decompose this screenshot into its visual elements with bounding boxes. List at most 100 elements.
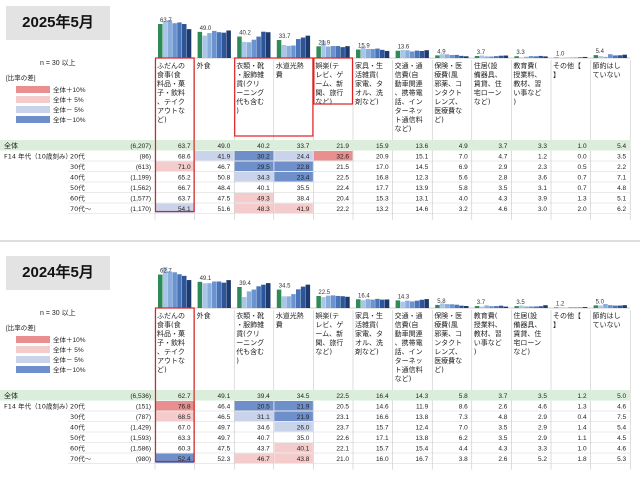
legend-swatch <box>16 345 50 353</box>
data-label: 3.7 <box>477 50 486 56</box>
cell-value: 4.7 <box>498 154 507 161</box>
bar <box>479 55 485 58</box>
cell-value: 49.7 <box>218 435 231 442</box>
bar <box>177 22 182 58</box>
cell-value: 43.8 <box>297 456 310 463</box>
bar <box>528 306 534 308</box>
cell-value: 51.6 <box>218 206 231 213</box>
row-n: (1,586) <box>130 446 151 453</box>
bar <box>167 271 173 308</box>
bar <box>608 54 613 58</box>
row-label: 70代～ <box>70 454 92 463</box>
bar <box>598 305 603 308</box>
cell-highlight <box>155 411 195 421</box>
bar <box>593 305 599 308</box>
cell-value: 63.3 <box>178 435 191 442</box>
bar <box>454 304 459 308</box>
cell-highlight <box>274 161 313 171</box>
bar <box>489 56 494 58</box>
cell-value: 1.4 <box>578 425 587 432</box>
cell-value: 8.6 <box>459 404 468 411</box>
column-label: 交通・通信費(自動車関連、携帯電話、インターネット通信料など) <box>395 311 423 383</box>
bar <box>384 299 390 308</box>
cell-value: 23.7 <box>336 425 349 432</box>
cell-value: 24.4 <box>297 154 310 161</box>
bar <box>424 50 429 58</box>
legend-item: 全体＋ 5% <box>6 344 126 354</box>
bar <box>617 55 623 58</box>
column-label: 教育費(授業料、教材、習い事など) <box>513 61 541 106</box>
cell-value: 3.6 <box>538 175 547 182</box>
panel-2024: 2024年5月 n = 30 以上 [比率の差] 全体＋10% 全体＋ 5% 全… <box>0 250 640 481</box>
legend-swatch <box>16 365 50 373</box>
cell-value: 2.6 <box>498 404 507 411</box>
column-label: 家具・生活雑貨(家電、タオル、洗剤など) <box>355 61 383 106</box>
cell-value: 49.7 <box>218 425 231 432</box>
bar <box>435 55 440 58</box>
cell-value: 5.2 <box>538 456 547 463</box>
legend: [比率の差] 全体＋10% 全体＋ 5% 全体－ 5% 全体－10% <box>6 72 126 124</box>
cell-value: 46.7 <box>218 164 231 171</box>
cell-highlight <box>274 151 313 161</box>
cell-value: 20.5 <box>257 404 270 411</box>
legend-item: 全体－10% <box>6 114 126 124</box>
cell-value: 7.1 <box>617 175 626 182</box>
row-label: 20代 <box>70 152 85 161</box>
row-n: (1,577) <box>130 196 151 203</box>
bar <box>440 54 445 58</box>
cell-value: 1.3 <box>578 196 587 203</box>
cell-value: 4.6 <box>617 446 626 453</box>
cell-value: 40.2 <box>257 143 270 150</box>
legend-item: 全体＋10% <box>6 84 126 94</box>
cell-value: 3.1 <box>538 185 547 192</box>
bar <box>360 46 366 58</box>
bar <box>305 284 311 308</box>
cell-value: 34.6 <box>257 425 270 432</box>
cell-value: 22.5 <box>336 393 349 400</box>
legend-label: 全体－10% <box>53 117 86 124</box>
cell-value: 4.8 <box>617 185 626 192</box>
column-label: ふだんの食事(食料品・菓子・飲料、テイクアウトなど) <box>157 312 185 374</box>
data-label: 3.5 <box>516 300 525 306</box>
bar <box>375 48 380 58</box>
cell-value: 4.6 <box>617 404 626 411</box>
legend-item: 全体＋10% <box>6 334 126 344</box>
panel-divider <box>0 240 640 242</box>
cell-highlight <box>274 401 313 411</box>
cell-value: 41.9 <box>218 154 231 161</box>
cell-highlight <box>234 172 274 182</box>
bar <box>226 280 231 308</box>
cell-value: 22.5 <box>336 175 349 182</box>
cell-value: 15.7 <box>376 446 389 453</box>
data-label: 33.7 <box>279 34 291 40</box>
cell-value: 17.1 <box>376 435 389 442</box>
cell-value: 11.9 <box>416 404 429 411</box>
cell-value: 35.5 <box>297 185 310 192</box>
bar <box>251 289 257 308</box>
bar <box>345 296 350 308</box>
bar <box>356 49 361 58</box>
bar <box>449 304 455 308</box>
cell-value: 2.8 <box>498 175 507 182</box>
cell-value: 62.7 <box>178 393 191 400</box>
bar <box>449 55 455 58</box>
bar <box>296 289 301 308</box>
cell-value: 22.2 <box>336 206 349 213</box>
cell-value: 16.8 <box>376 175 389 182</box>
row-n: (1,199) <box>130 175 151 182</box>
bar <box>365 48 371 58</box>
legend-title: [比率の差] <box>6 75 36 82</box>
bar <box>435 304 440 308</box>
overall-row-bg <box>0 390 631 401</box>
row-label: 20代 <box>70 402 85 411</box>
cell-value: 60.3 <box>178 446 191 453</box>
cell-value: 20.4 <box>336 196 349 203</box>
bar <box>316 46 321 58</box>
bar <box>261 284 266 308</box>
bar <box>212 30 217 58</box>
cell-value: 68.6 <box>178 154 191 161</box>
row-n: (980) <box>136 456 151 463</box>
bar <box>256 286 261 308</box>
column-label: 衣類・靴・服飾雑貨(クリーニング代も含む) <box>236 61 264 115</box>
cell-value: 7.0 <box>459 154 468 161</box>
